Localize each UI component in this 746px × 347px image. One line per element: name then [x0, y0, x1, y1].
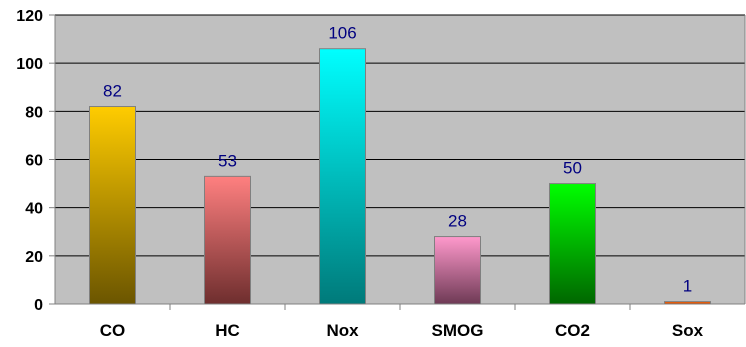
- bar-smog: [434, 236, 481, 305]
- x-category-label: SMOG: [432, 321, 484, 340]
- bars: [89, 48, 711, 305]
- bar-hc: [204, 175, 251, 305]
- data-labels: 82 53 106 28 50 1: [103, 24, 692, 296]
- bar-co2: [549, 183, 596, 305]
- y-tick-label: 40: [25, 201, 43, 218]
- data-label-nox: 106: [328, 24, 356, 43]
- y-tick-label: 20: [25, 249, 43, 266]
- data-label-sox: 1: [683, 277, 692, 296]
- gridlines: [49, 14, 745, 310]
- bar-co: [89, 106, 136, 305]
- data-label-smog: 28: [448, 212, 467, 231]
- data-label-hc: 53: [218, 151, 237, 170]
- y-tick-label: 60: [25, 153, 43, 170]
- data-label-co: 82: [103, 82, 122, 101]
- y-tick-label: 0: [34, 297, 43, 314]
- y-tick-label: 120: [16, 8, 43, 25]
- x-category-label: CO: [100, 321, 126, 340]
- y-axis-tick-labels: 0 20 40 60 80 100 120: [16, 8, 43, 314]
- x-category-label: Sox: [672, 321, 704, 340]
- data-label-co2: 50: [563, 159, 582, 178]
- x-category-label: CO2: [555, 321, 590, 340]
- x-axis-category-labels: CO HC Nox SMOG CO2 Sox: [100, 321, 704, 340]
- x-category-label: Nox: [326, 321, 359, 340]
- y-tick-label: 80: [25, 104, 43, 121]
- axes: [54, 15, 746, 305]
- y-tick-label: 100: [16, 56, 43, 73]
- bar-nox: [319, 48, 366, 305]
- x-category-label: HC: [215, 321, 240, 340]
